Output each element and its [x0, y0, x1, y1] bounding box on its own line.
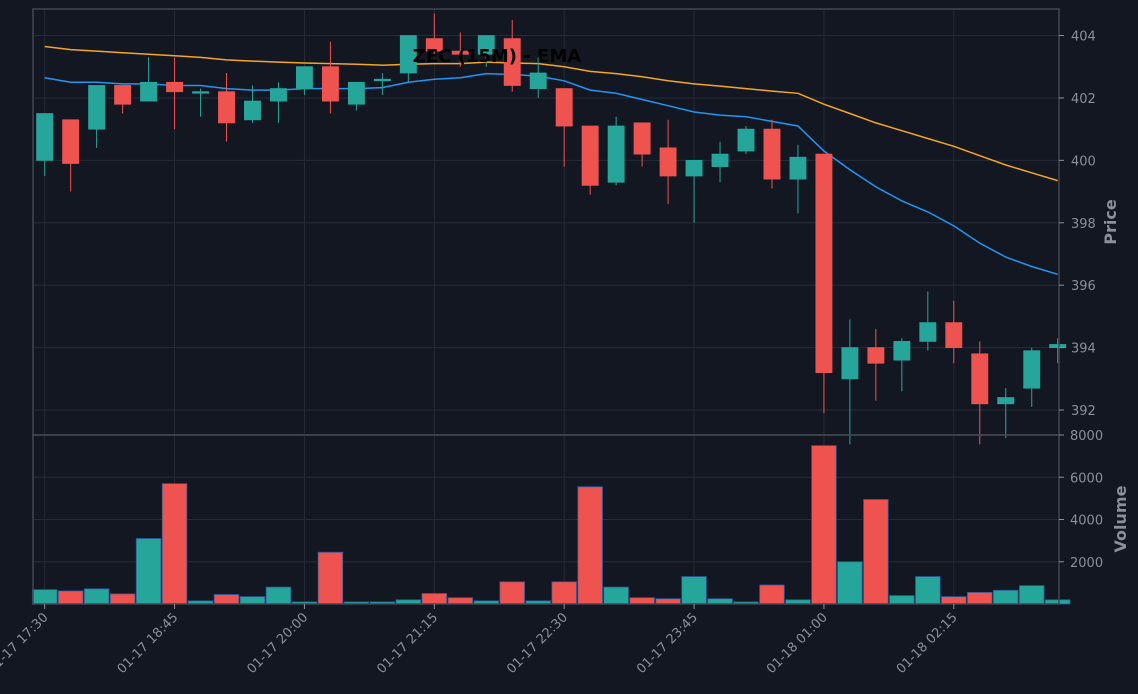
volume-bar	[811, 445, 837, 605]
volume-bar	[161, 483, 188, 605]
candle-body-up	[36, 113, 54, 161]
ema-slow-line	[44, 45, 1058, 182]
candle-body-down	[659, 147, 677, 177]
volume-bar	[941, 596, 967, 605]
ema-fast-line	[44, 72, 1058, 276]
candle-body-down	[763, 128, 781, 180]
candle-body-up	[244, 100, 261, 121]
volume-bar	[213, 594, 240, 605]
candle-body-down	[451, 50, 469, 55]
candle-body-up	[997, 397, 1015, 405]
candle-body-up	[1049, 344, 1067, 349]
volume-bar	[317, 551, 344, 605]
price-axis-ticks: 392 394 396 398 400 402 404	[1059, 30, 1096, 419]
candle-body-up	[399, 35, 417, 74]
candle-body-up	[88, 85, 106, 130]
candle-body-down	[945, 322, 963, 349]
volume-bar	[31, 589, 58, 605]
volume-bar	[421, 593, 448, 605]
price-tick-label: 402	[1071, 92, 1096, 107]
candle-body-up	[607, 125, 625, 183]
candle-body-up	[711, 153, 729, 168]
candle-body-down	[62, 119, 80, 164]
volume-bar	[863, 499, 889, 605]
candle-layer	[36, 13, 1067, 445]
candle-body-down	[555, 88, 573, 127]
candle-body-up	[347, 81, 365, 105]
volume-bar	[551, 581, 577, 605]
candle-body-up	[841, 347, 859, 380]
volume-bar	[993, 589, 1019, 605]
volume-bar	[707, 598, 733, 605]
candle-body-up	[373, 78, 391, 82]
candle-body-up	[919, 322, 937, 342]
volume-bar	[655, 598, 681, 605]
volume-bar	[265, 586, 292, 605]
volume-axis-label: Volume	[1111, 485, 1130, 552]
volume-bar	[837, 561, 863, 605]
volume-bar	[57, 590, 84, 605]
volume-bar	[603, 586, 629, 605]
volume-bar	[577, 486, 603, 605]
candle-body-down	[166, 81, 184, 93]
volume-bar	[629, 597, 655, 605]
candle-body-down	[425, 38, 443, 52]
price-axis-label: Price	[1101, 199, 1120, 245]
volume-bar	[759, 584, 785, 605]
candle-body-down	[581, 125, 599, 186]
price-tick-label: 394	[1071, 342, 1096, 357]
candle-body-down	[218, 91, 235, 124]
price-tick-label: 398	[1071, 217, 1096, 232]
price-tick-label: 392	[1071, 404, 1096, 419]
candle-body-down	[114, 85, 132, 105]
candle-body-down	[971, 353, 989, 405]
price-tick-label: 400	[1071, 154, 1096, 169]
price-tick-label: 396	[1071, 279, 1096, 294]
candle-body-up	[789, 156, 807, 180]
volume-bar	[499, 581, 525, 605]
candle-body-up	[893, 340, 911, 361]
chart-title: ZEC (15M) - EMA	[413, 46, 581, 67]
candle-body-up	[737, 128, 755, 152]
candle-body-up	[529, 72, 547, 89]
candle-body-down	[321, 66, 339, 102]
volume-bar	[135, 538, 162, 605]
candle-body-down	[815, 153, 833, 373]
volume-bar	[239, 596, 266, 605]
candle-body-up	[685, 159, 703, 177]
volume-tick-label: 2000	[1070, 556, 1103, 571]
candle-body-down	[503, 38, 521, 86]
candle-body-up	[270, 88, 287, 102]
ema-layer	[44, 45, 1058, 276]
candle-body-up	[477, 35, 495, 55]
candle-body-up	[295, 66, 313, 89]
volume-bar	[1018, 585, 1045, 605]
volume-tick-label: 4000	[1070, 514, 1103, 529]
volume-bar	[109, 593, 136, 605]
volume-bar	[83, 588, 110, 605]
volume-tick-label: 6000	[1070, 471, 1103, 486]
volume-axis-ticks: 2000 4000 6000 8000	[1059, 429, 1103, 571]
candle-body-down	[633, 122, 651, 155]
candle-body-down	[867, 347, 885, 364]
volume-bar	[681, 576, 707, 605]
candle-body-up	[192, 91, 209, 94]
price-tick-label: 404	[1071, 30, 1096, 45]
volume-bar	[889, 595, 915, 605]
candle-body-up	[1023, 350, 1041, 389]
volume-tick-label: 8000	[1070, 429, 1103, 444]
volume-bar	[967, 591, 993, 605]
candle-body-up	[140, 81, 158, 102]
volume-bar	[447, 597, 474, 605]
volume-bar	[915, 576, 941, 605]
